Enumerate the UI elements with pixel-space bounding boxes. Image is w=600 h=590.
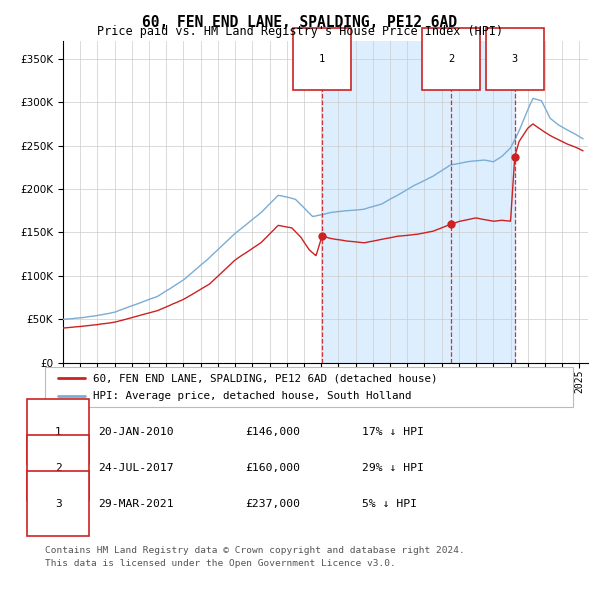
Text: 3: 3 — [512, 54, 518, 64]
Text: 2: 2 — [55, 463, 62, 473]
Text: £146,000: £146,000 — [245, 427, 301, 437]
Text: 2: 2 — [448, 54, 454, 64]
Text: 3: 3 — [55, 499, 62, 509]
Text: 1: 1 — [319, 54, 325, 64]
Text: This data is licensed under the Open Government Licence v3.0.: This data is licensed under the Open Gov… — [45, 559, 396, 568]
FancyBboxPatch shape — [45, 367, 573, 407]
Text: 60, FEN END LANE, SPALDING, PE12 6AD: 60, FEN END LANE, SPALDING, PE12 6AD — [143, 15, 458, 30]
Text: HPI: Average price, detached house, South Holland: HPI: Average price, detached house, Sout… — [92, 391, 411, 401]
Text: Price paid vs. HM Land Registry's House Price Index (HPI): Price paid vs. HM Land Registry's House … — [97, 25, 503, 38]
Text: Contains HM Land Registry data © Crown copyright and database right 2024.: Contains HM Land Registry data © Crown c… — [45, 546, 465, 555]
Text: £160,000: £160,000 — [245, 463, 301, 473]
Bar — [322, 41, 515, 363]
Text: 60, FEN END LANE, SPALDING, PE12 6AD (detached house): 60, FEN END LANE, SPALDING, PE12 6AD (de… — [92, 373, 437, 384]
Text: 20-JAN-2010: 20-JAN-2010 — [98, 427, 173, 437]
Text: £237,000: £237,000 — [245, 499, 301, 509]
Text: 29% ↓ HPI: 29% ↓ HPI — [362, 463, 424, 473]
Text: 5% ↓ HPI: 5% ↓ HPI — [362, 499, 417, 509]
Text: 29-MAR-2021: 29-MAR-2021 — [98, 499, 173, 509]
Text: 24-JUL-2017: 24-JUL-2017 — [98, 463, 173, 473]
Text: 1: 1 — [55, 427, 62, 437]
Text: 17% ↓ HPI: 17% ↓ HPI — [362, 427, 424, 437]
